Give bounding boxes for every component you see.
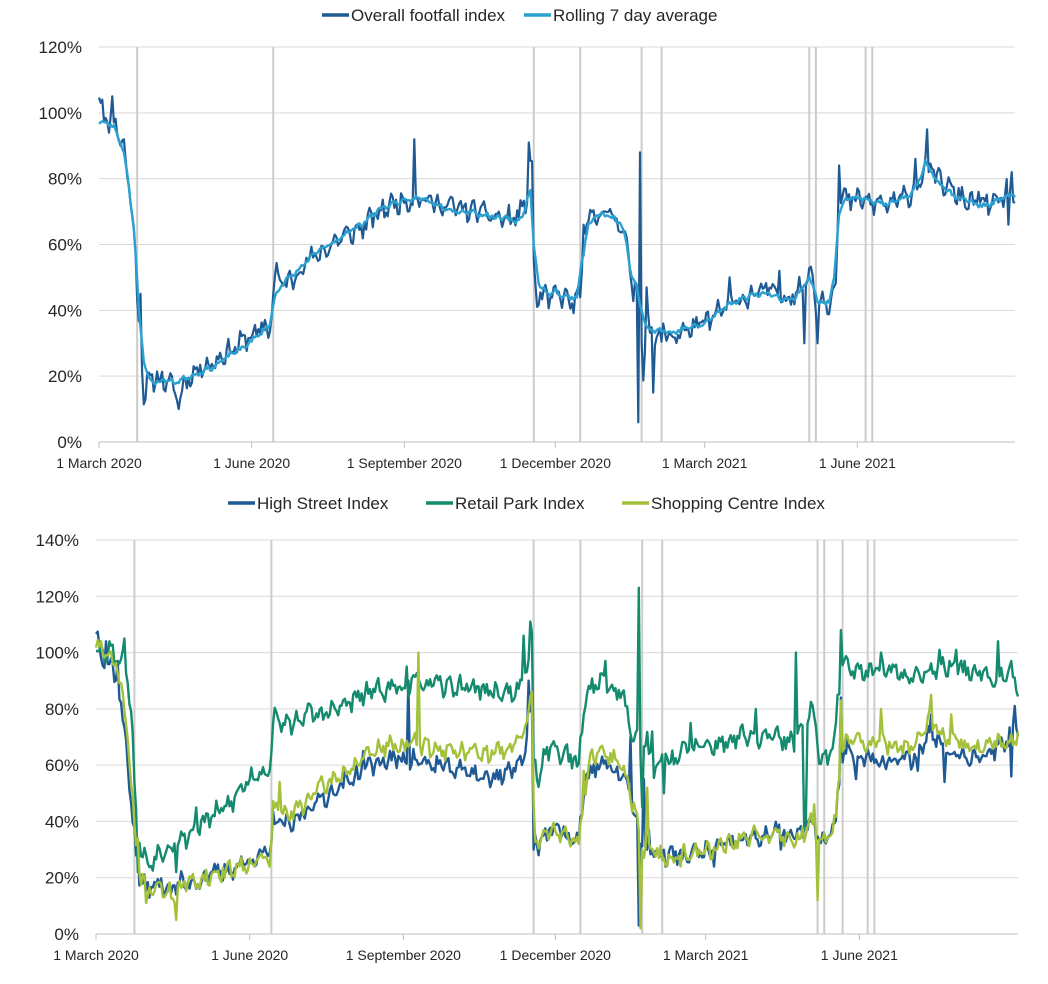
x-tick-label: 1 March 2021 (662, 455, 748, 471)
series-line-shopping-centre-index (94, 639, 1020, 930)
footfall-by-location-chart: 0% 20% 40% 60% 80% 100% 120% 140% 1 March 2020 1 … (36, 494, 1020, 963)
x-tick-label: 1 March 2020 (56, 455, 142, 471)
y-tick-label: 60% (45, 756, 79, 775)
y-tick-label: 80% (48, 170, 82, 189)
legend-label: Rolling 7 day average (553, 6, 717, 25)
y-tick-label: 120% (39, 38, 82, 57)
x-tick-label: 1 June 2020 (211, 947, 288, 963)
y-tick-label: 100% (39, 104, 82, 123)
y-tick-label: 60% (48, 236, 82, 255)
series-line-overall-footfall-index (97, 95, 1016, 424)
y-tick-label: 40% (45, 812, 79, 831)
y-tick-label: 100% (36, 644, 79, 663)
x-tick-label: 1 June 2020 (213, 455, 290, 471)
series-line-rolling-7-day-average (98, 120, 1016, 386)
y-tick-label: 120% (36, 587, 79, 606)
legend-label: Overall footfall index (351, 6, 506, 25)
y-tick-label: 20% (48, 367, 82, 386)
x-tick-label: 1 September 2020 (346, 947, 461, 963)
y-tick-label: 0% (54, 925, 79, 944)
x-tick-label: 1 December 2020 (500, 455, 612, 471)
legend-label: Retail Park Index (455, 494, 585, 513)
y-tick-label: 20% (45, 869, 79, 888)
y-tick-label: 40% (48, 301, 82, 320)
y-tick-label: 80% (45, 700, 79, 719)
legend-label: High Street Index (257, 494, 389, 513)
x-tick-label: 1 March 2020 (53, 947, 139, 963)
x-tick-label: 1 September 2020 (347, 455, 462, 471)
y-tick-label: 140% (36, 531, 79, 550)
x-tick-label: 1 June 2021 (819, 455, 896, 471)
series-line-high-street-index (95, 630, 1020, 927)
x-tick-label: 1 March 2021 (663, 947, 749, 963)
y-tick-label: 0% (57, 433, 82, 452)
overall-footfall-chart: 0% 20% 40% 60% 80% 100% 120% 1 March 2020 1 June… (39, 6, 1016, 471)
x-tick-label: 1 December 2020 (500, 947, 612, 963)
x-tick-label: 1 June 2021 (821, 947, 898, 963)
legend-label: Shopping Centre Index (651, 494, 825, 513)
series-line-retail-park-index (95, 586, 1020, 874)
